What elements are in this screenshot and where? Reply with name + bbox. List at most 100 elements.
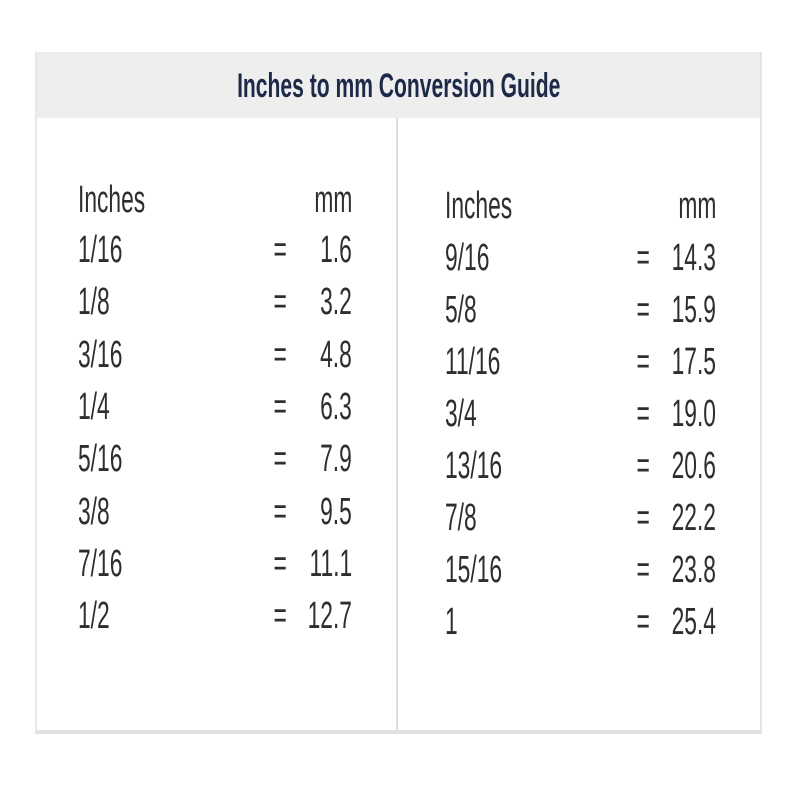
mm-header: mm xyxy=(289,180,352,220)
inches-value-text: 11/16 xyxy=(445,341,501,383)
mm-value: 1.6 xyxy=(299,230,352,270)
mm-value-text: 3.2 xyxy=(320,281,352,323)
mm-value: 11.1 xyxy=(281,544,352,584)
inches-value: 15/16 xyxy=(445,550,540,590)
equals-sign: = xyxy=(265,387,295,427)
inches-value-text: 3/4 xyxy=(445,393,477,435)
inches-header-text: Inches xyxy=(78,179,146,221)
inches-value: 5/16 xyxy=(78,439,152,479)
inches-value: 1/4 xyxy=(78,387,131,427)
mm-value-text: 6.3 xyxy=(320,386,352,428)
inches-value-text: 3/16 xyxy=(78,334,123,376)
title-band: Inches to mm Conversion Guide xyxy=(37,52,760,118)
equals-sign: = xyxy=(628,498,658,538)
mm-value-text: 23.8 xyxy=(671,549,716,591)
inches-value-text: 1/8 xyxy=(78,281,110,323)
inches-value-text: 13/16 xyxy=(445,445,503,487)
page-title: Inches to mm Conversion Guide xyxy=(37,66,760,106)
inches-value-text: 3/8 xyxy=(78,491,110,533)
mm-header-text: mm xyxy=(678,185,716,227)
equals-sign-text: = xyxy=(636,237,650,279)
equals-sign-text: = xyxy=(273,595,287,637)
inches-value-text: 5/16 xyxy=(78,438,123,480)
inches-value-text: 7/16 xyxy=(78,543,123,585)
inches-value: 7/16 xyxy=(78,544,152,584)
mm-value: 17.5 xyxy=(642,342,716,382)
equals-sign-text: = xyxy=(636,549,650,591)
inches-value-text: 5/8 xyxy=(445,289,477,331)
mm-value: 3.2 xyxy=(299,282,352,322)
equals-sign-text: = xyxy=(273,543,287,585)
inches-value-text: 7/8 xyxy=(445,497,477,539)
equals-sign-text: = xyxy=(273,229,287,271)
inches-value: 3/16 xyxy=(78,335,152,375)
inches-value-text: 15/16 xyxy=(445,549,503,591)
inches-value: 3/8 xyxy=(78,492,131,532)
equals-sign-text: = xyxy=(273,438,287,480)
inches-value: 7/8 xyxy=(445,498,498,538)
equals-sign-text: = xyxy=(273,334,287,376)
inches-value-text: 1/2 xyxy=(78,595,110,637)
equals-sign: = xyxy=(265,544,295,584)
inches-value: 1/2 xyxy=(78,596,131,636)
inches-value: 5/8 xyxy=(445,290,498,330)
equals-sign-text: = xyxy=(636,393,650,435)
mm-value: 14.3 xyxy=(642,238,716,278)
equals-sign-text: = xyxy=(636,601,650,643)
equals-sign: = xyxy=(628,238,658,278)
equals-sign: = xyxy=(265,335,295,375)
conversion-guide: Inches to mm Conversion Guide xyxy=(35,52,762,734)
equals-sign: = xyxy=(265,439,295,479)
mm-value-text: 1.6 xyxy=(320,229,352,271)
mm-value: 22.2 xyxy=(642,498,716,538)
equals-sign: = xyxy=(628,446,658,486)
mm-value: 9.5 xyxy=(299,492,352,532)
equals-sign-text: = xyxy=(273,281,287,323)
inches-value-text: 1 xyxy=(445,601,458,643)
mm-value: 19.0 xyxy=(642,394,716,434)
mm-value-text: 20.6 xyxy=(671,445,716,487)
mm-value-text: 19.0 xyxy=(671,393,716,435)
equals-sign: = xyxy=(265,596,295,636)
mm-value: 25.4 xyxy=(642,602,716,642)
mm-value-text: 7.9 xyxy=(320,438,352,480)
inches-header: Inches xyxy=(78,180,190,220)
equals-sign-text: = xyxy=(273,386,287,428)
equals-sign-text: = xyxy=(636,497,650,539)
mm-header: mm xyxy=(653,186,716,226)
inches-value: 9/16 xyxy=(445,238,519,278)
mm-value-text: 17.5 xyxy=(671,341,716,383)
equals-sign: = xyxy=(265,230,295,270)
mm-value: 4.8 xyxy=(299,335,352,375)
inches-value: 13/16 xyxy=(445,446,540,486)
equals-sign: = xyxy=(628,342,658,382)
mm-value-text: 12.7 xyxy=(307,595,352,637)
equals-sign-text: = xyxy=(636,341,650,383)
equals-sign: = xyxy=(628,602,658,642)
inches-value: 1/16 xyxy=(78,230,152,270)
page-title-text: Inches to mm Conversion Guide xyxy=(236,67,561,105)
inches-value: 3/4 xyxy=(445,394,498,434)
mm-value-text: 14.3 xyxy=(671,237,716,279)
equals-sign: = xyxy=(265,492,295,532)
inches-value: 1 xyxy=(445,602,466,642)
inches-value-text: 1/16 xyxy=(78,229,123,271)
inches-value-text: 9/16 xyxy=(445,237,490,279)
mm-value: 12.7 xyxy=(278,596,352,636)
equals-sign: = xyxy=(628,290,658,330)
equals-sign-text: = xyxy=(273,491,287,533)
mm-value: 6.3 xyxy=(299,387,352,427)
mm-value: 20.6 xyxy=(642,446,716,486)
equals-sign: = xyxy=(628,550,658,590)
inches-header: Inches xyxy=(445,186,557,226)
mm-value-text: 9.5 xyxy=(320,491,352,533)
mm-value-text: 15.9 xyxy=(671,289,716,331)
inches-value: 1/8 xyxy=(78,282,131,322)
mm-value-text: 22.2 xyxy=(671,497,716,539)
mm-header-text: mm xyxy=(314,179,352,221)
mm-value-text: 11.1 xyxy=(309,543,352,585)
equals-sign-text: = xyxy=(636,289,650,331)
equals-sign: = xyxy=(265,282,295,322)
equals-sign: = xyxy=(628,394,658,434)
mm-value-text: 4.8 xyxy=(320,334,352,376)
